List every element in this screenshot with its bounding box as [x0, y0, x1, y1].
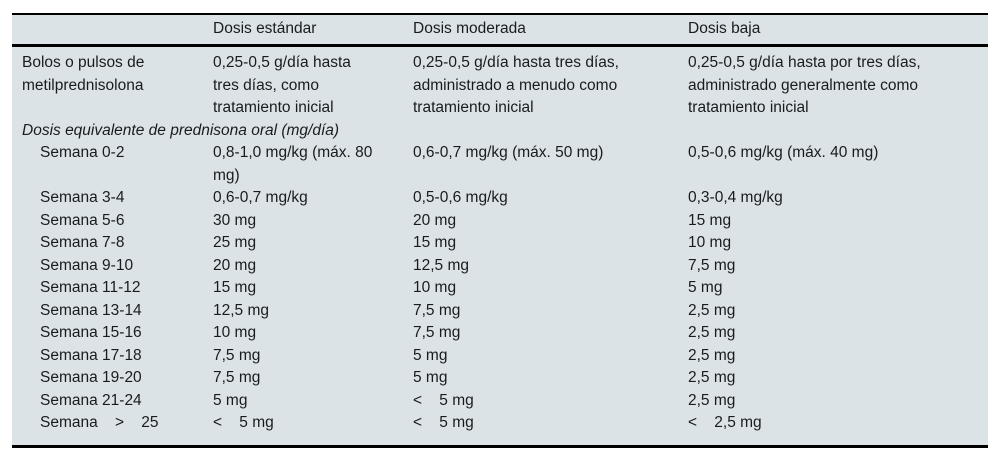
dose-cell-standard: 5 mg: [213, 391, 248, 409]
column-header-empty: [12, 14, 213, 47]
dose-cell-standard: 10 mg: [213, 324, 257, 341]
dose-cell-low: 2,5 mg: [688, 391, 736, 409]
dose-cell-moderate: 12,5 mg: [413, 256, 470, 274]
row-label: Semana 13-14: [40, 301, 142, 319]
dose-cell-low: 7,5 mg: [688, 256, 736, 274]
table-row: Semana 9-10 20 mg 12,5 mg 7,5 mg: [12, 255, 988, 278]
dosing-table: Dosis estándar Dosis moderada Dosis baja…: [12, 13, 988, 448]
dose-cell-low: 2,5 mg: [688, 324, 736, 341]
row-label: Semana 0-2: [40, 144, 125, 161]
dose-cell-low: 2,5 mg: [688, 346, 736, 364]
column-header-dosis-estandar: Dosis estándar: [213, 14, 413, 47]
dose-cell-low: 15 mg: [688, 211, 732, 229]
table-row: Semana 11-12 15 mg 10 mg 5 mg: [12, 277, 988, 300]
dose-cell-moderate: 0,5-0,6 mg/kg: [413, 189, 508, 206]
column-header-dosis-baja: Dosis baja: [688, 14, 988, 47]
dose-cell-low: 0,25-0,5 g/día hasta por tres días, admi…: [688, 54, 921, 116]
dose-cell-moderate: 7,5 mg: [413, 324, 461, 341]
row-label: Semana 7-8: [40, 234, 125, 251]
dose-cell-standard: 0,25-0,5 g/día hasta tres días, como tra…: [213, 54, 351, 116]
row-label: Bolos o pulsos de metilprednisolona: [22, 54, 145, 94]
dose-cell-standard: 25 mg: [213, 234, 257, 251]
table-row: Bolos o pulsos de metilprednisolona 0,25-…: [12, 46, 988, 120]
table-row: Semana 15-16 10 mg 7,5 mg 2,5 mg: [12, 322, 988, 345]
dose-cell-moderate: 0,25-0,5 g/día hasta tres días, administ…: [413, 54, 619, 116]
row-label: Semana 11-12: [40, 279, 141, 296]
table-row: Semana 17-18 7,5 mg 5 mg 2,5 mg: [12, 345, 988, 368]
section-header-label: Dosis equivalente de prednisona oral (mg…: [22, 121, 340, 139]
dose-cell-low: 0,3-0,4 mg/kg: [688, 189, 783, 206]
dose-cell-moderate: 5 mg: [413, 346, 448, 364]
row-label: Semana 17-18: [40, 346, 142, 364]
row-label: Semana 3-4: [40, 189, 125, 206]
dose-cell-moderate: 7,5 mg: [413, 301, 461, 319]
row-label: Semana 21-24: [40, 391, 142, 409]
table-row: Semana 7-8 25 mg 15 mg 10 mg: [12, 232, 988, 255]
dose-cell-moderate: 15 mg: [413, 234, 457, 251]
dosing-table-container: Dosis estándar Dosis moderada Dosis baja…: [12, 13, 988, 448]
column-header-dosis-moderada: Dosis moderada: [413, 14, 688, 47]
table-row: Semana 21-24 5 mg < 5 mg 2,5 mg: [12, 390, 988, 413]
dose-cell-low: 5 mg: [688, 279, 723, 296]
dose-cell-standard: 7,5 mg: [213, 369, 261, 386]
dose-cell-moderate: 20 mg: [413, 211, 457, 229]
dose-cell-moderate: < 5 mg: [413, 414, 474, 431]
dose-cell-standard: 7,5 mg: [213, 346, 261, 364]
dose-cell-standard: 30 mg: [213, 211, 257, 229]
table-row: Semana 13-14 12,5 mg 7,5 mg 2,5 mg: [12, 300, 988, 323]
dose-cell-low: 10 mg: [688, 234, 732, 251]
dose-cell-standard: < 5 mg: [213, 414, 274, 431]
table-row: Semana 0-2 0,8-1,0 mg/kg (máx. 80 mg) 0,6-…: [12, 142, 988, 187]
table-row: Semana 19-20 7,5 mg 5 mg 2,5 mg: [12, 367, 988, 390]
table-row: Semana 5-6 30 mg 20 mg 15 mg: [12, 210, 988, 233]
row-label: Semana 9-10: [40, 256, 134, 274]
dose-cell-moderate: < 5 mg: [413, 391, 474, 409]
row-label: Semana 5-6: [40, 211, 125, 229]
dose-cell-low: 0,5-0,6 mg/kg (máx. 40 mg): [688, 144, 879, 161]
dose-cell-standard: 20 mg: [213, 256, 257, 274]
row-label: Semana 19-20: [40, 369, 142, 386]
dose-cell-low: 2,5 mg: [688, 301, 736, 319]
dose-cell-standard: 0,6-0,7 mg/kg: [213, 189, 308, 206]
dose-cell-standard: 12,5 mg: [213, 301, 270, 319]
table-row: Semana > 25 < 5 mg < 5 mg < 2,5 mg: [12, 412, 988, 446]
row-label: Semana 15-16: [40, 324, 142, 341]
table-body: Bolos o pulsos de metilprednisolona 0,25-…: [12, 46, 988, 447]
dose-cell-moderate: 0,6-0,7 mg/kg (máx. 50 mg): [413, 144, 604, 161]
dose-cell-moderate: 10 mg: [413, 279, 457, 296]
section-header-row: Dosis equivalente de prednisona oral (mg…: [12, 120, 988, 143]
dose-cell-low: < 2,5 mg: [688, 414, 762, 431]
dose-cell-standard: 15 mg: [213, 279, 257, 296]
dose-cell-standard: 0,8-1,0 mg/kg (máx. 80 mg): [213, 144, 373, 184]
row-label: Semana > 25: [40, 414, 159, 431]
dose-cell-low: 2,5 mg: [688, 369, 736, 386]
header-row: Dosis estándar Dosis moderada Dosis baja: [12, 14, 988, 47]
table-row: Semana 3-4 0,6-0,7 mg/kg 0,5-0,6 mg/kg 0,3-…: [12, 187, 988, 210]
dose-cell-moderate: 5 mg: [413, 369, 448, 386]
